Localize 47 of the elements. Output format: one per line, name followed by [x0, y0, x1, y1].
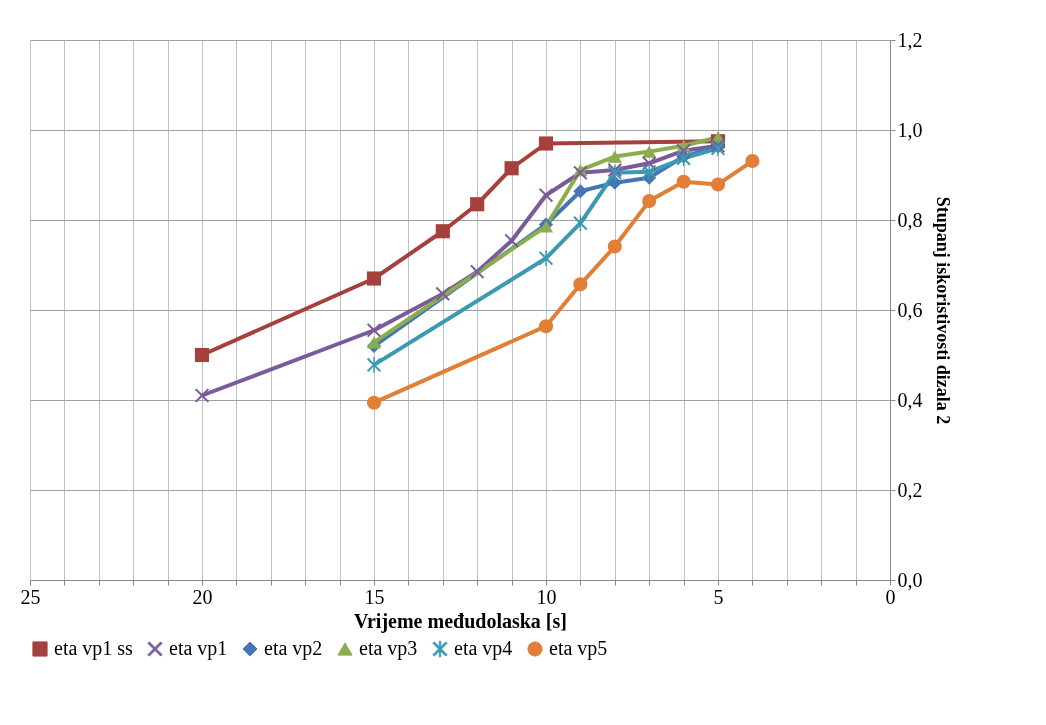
x-tick-label: 5	[713, 585, 724, 608]
point	[607, 239, 622, 254]
y-tick-label: 0,2	[897, 478, 923, 501]
point	[366, 336, 382, 349]
point	[538, 319, 554, 334]
point	[573, 184, 588, 199]
legend-label: eta vp4	[454, 637, 513, 660]
legend-label: eta vp3	[359, 637, 418, 660]
y-tick-label: 0,4	[897, 388, 923, 411]
x-tick-label: 10	[536, 585, 557, 608]
point	[366, 323, 382, 338]
y-tick-label: 1,2	[897, 28, 923, 51]
point	[676, 174, 691, 189]
point	[470, 264, 485, 279]
point	[470, 197, 485, 212]
point	[435, 224, 450, 239]
point	[538, 136, 554, 151]
point	[538, 250, 554, 267]
y-axis-title: Stupanj iskoristivosti dizala 2	[932, 196, 953, 425]
y-tick-label: 0,6	[897, 298, 923, 321]
point	[607, 150, 622, 163]
point	[642, 164, 657, 180]
legend-label: eta vp1 ss	[54, 637, 134, 660]
point	[366, 271, 382, 286]
x-tick-label: 15	[364, 585, 385, 608]
point	[366, 395, 382, 410]
x-tick-label: 25	[20, 585, 41, 608]
y-tick-label: 1,0	[897, 118, 923, 141]
x-tick-label: 0	[885, 585, 896, 608]
legend-label: eta vp2	[264, 637, 323, 660]
legend-label: eta vp5	[549, 637, 608, 660]
y-tick-label: 0,8	[897, 208, 923, 231]
point	[194, 347, 210, 363]
x-tick-label: 20	[192, 585, 213, 608]
y-tick-label: 0,0	[897, 568, 923, 591]
point	[504, 233, 519, 248]
point	[366, 357, 382, 373]
point	[538, 188, 554, 203]
point	[710, 177, 726, 192]
point	[642, 145, 657, 158]
point	[435, 286, 450, 301]
legend-label: eta vp1	[169, 637, 228, 660]
x-axis-title: Vrijeme međudolaska [s]	[354, 609, 567, 633]
point	[504, 161, 519, 176]
point	[745, 153, 760, 169]
point	[642, 194, 657, 209]
point	[573, 277, 588, 292]
